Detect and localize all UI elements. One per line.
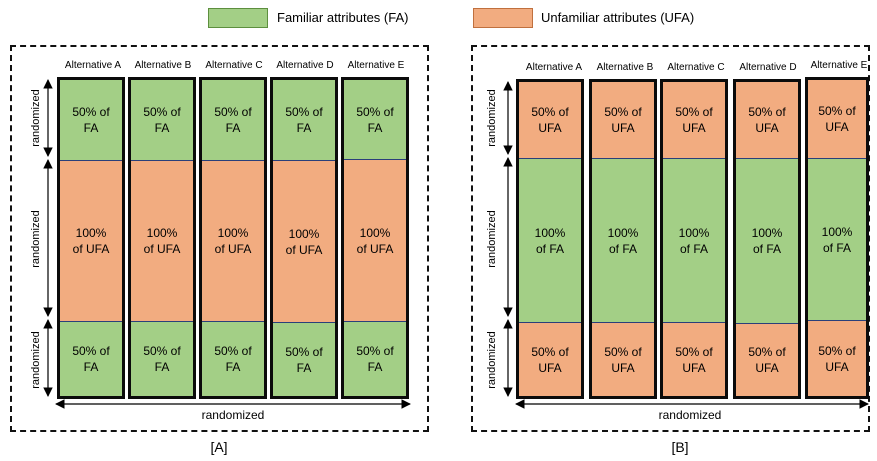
panel-b-alt-c-header: Alternative C bbox=[667, 62, 725, 73]
legend-ufa-label: Unfamiliar attributes (UFA) bbox=[541, 10, 695, 25]
panel-b-label: [B] bbox=[671, 439, 689, 455]
panel-a-frame bbox=[10, 45, 429, 432]
panel-a-b-middle-segment: 100% of UFA bbox=[131, 161, 193, 321]
panel-a-alt-a-header: Alternative A bbox=[64, 60, 122, 71]
panel-b-column-e: 50% of UFA 100% of FA 50% of UFA bbox=[805, 77, 869, 399]
panel-a-b-bottom-segment: 50% of FA bbox=[131, 322, 193, 396]
panel-a-b-top-segment: 50% of FA bbox=[131, 80, 193, 160]
panel-a-alt-b-header: Alternative B bbox=[134, 60, 192, 71]
panel-b-e-bottom-segment: 50% of UFA bbox=[808, 321, 866, 396]
panel-a-c-middle-segment: 100% of UFA bbox=[202, 161, 264, 321]
panel-b-c-middle-segment: 100% of FA bbox=[663, 159, 725, 322]
panel-a-column-b: 50% of FA 100% of UFA 50% of FA bbox=[128, 77, 196, 399]
panel-b-axis-horizontal-label: randomized bbox=[658, 408, 722, 422]
panel-a-a-top-segment: 50% of FA bbox=[60, 80, 122, 160]
panel-a-alt-e-header: Alternative E bbox=[347, 60, 405, 71]
panel-a-label: [A] bbox=[210, 439, 228, 455]
panel-b-column-d: 50% of UFA 100% of FA 50% of UFA bbox=[733, 79, 801, 399]
panel-b-e-top-segment: 50% of UFA bbox=[808, 80, 866, 158]
panel-a-column-d: 50% of FA 100% of UFA 50% of FA bbox=[270, 77, 338, 399]
panel-a-d-top-segment: 50% of FA bbox=[273, 80, 335, 160]
panel-b-column-b: 50% of UFA 100% of FA 50% of UFA bbox=[589, 79, 657, 399]
panel-b-frame bbox=[471, 45, 870, 432]
panel-b-e-middle-segment: 100% of FA bbox=[808, 159, 866, 320]
panel-b-a-top-segment: 50% of UFA bbox=[519, 82, 581, 158]
panel-b-d-top-segment: 50% of UFA bbox=[736, 82, 798, 158]
panel-b-b-top-segment: 50% of UFA bbox=[592, 82, 654, 158]
panel-a-c-top-segment: 50% of FA bbox=[202, 80, 264, 160]
panel-b-d-bottom-segment: 50% of UFA bbox=[736, 324, 798, 396]
panel-b-column-c: 50% of UFA 100% of FA 50% of UFA bbox=[660, 79, 728, 399]
panel-a-alt-c-header: Alternative C bbox=[205, 60, 263, 71]
panel-a-column-a: 50% of FA 100% of UFA 50% of FA bbox=[57, 77, 125, 399]
panel-a-e-top-segment: 50% of FA bbox=[344, 80, 406, 159]
panel-a-column-c: 50% of FA 100% of UFA 50% of FA bbox=[199, 77, 267, 399]
panel-a-alt-d-header: Alternative D bbox=[276, 60, 334, 71]
panel-b-alt-b-header: Alternative B bbox=[596, 62, 654, 73]
panel-a-c-bottom-segment: 50% of FA bbox=[202, 322, 264, 396]
panel-b-b-middle-segment: 100% of FA bbox=[592, 159, 654, 322]
panel-a-column-e: 50% of FA 100% of UFA 50% of FA bbox=[341, 77, 409, 399]
panel-a-e-middle-segment: 100% of UFA bbox=[344, 160, 406, 321]
panel-a-axis-horizontal-label: randomized bbox=[201, 408, 265, 422]
panel-b-c-top-segment: 50% of UFA bbox=[663, 82, 725, 158]
panel-b-c-bottom-segment: 50% of UFA bbox=[663, 323, 725, 396]
legend-fa-swatch bbox=[208, 8, 268, 28]
panel-b-column-a: 50% of UFA 100% of FA 50% of UFA bbox=[516, 79, 584, 399]
panel-b-alt-a-header: Alternative A bbox=[525, 62, 583, 73]
panel-b-alt-d-header: Alternative D bbox=[739, 62, 797, 73]
panel-b-d-middle-segment: 100% of FA bbox=[736, 159, 798, 323]
legend-fa-label: Familiar attributes (FA) bbox=[277, 10, 409, 25]
panel-a-e-bottom-segment: 50% of FA bbox=[344, 322, 406, 396]
legend-ufa-swatch bbox=[473, 8, 533, 28]
panel-a-d-middle-segment: 100% of UFA bbox=[273, 161, 335, 322]
panel-a-a-middle-segment: 100% of UFA bbox=[60, 161, 122, 321]
panel-a-d-bottom-segment: 50% of FA bbox=[273, 323, 335, 396]
panel-b-b-bottom-segment: 50% of UFA bbox=[592, 323, 654, 396]
panel-b-alt-e-header: Alternative E bbox=[810, 60, 868, 71]
panel-b-a-bottom-segment: 50% of UFA bbox=[519, 323, 581, 396]
panel-a-a-bottom-segment: 50% of FA bbox=[60, 322, 122, 396]
panel-b-a-middle-segment: 100% of FA bbox=[519, 159, 581, 322]
